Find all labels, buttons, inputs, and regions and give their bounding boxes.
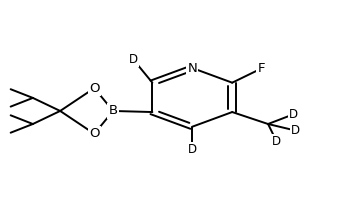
Text: D: D (188, 143, 197, 156)
Text: O: O (89, 82, 100, 95)
Text: D: D (272, 135, 281, 148)
Text: D: D (291, 124, 300, 137)
Text: B: B (109, 104, 118, 118)
Text: N: N (187, 62, 197, 74)
Text: F: F (257, 62, 265, 75)
Text: D: D (129, 53, 138, 66)
Text: O: O (89, 127, 100, 140)
Text: D: D (289, 108, 298, 121)
